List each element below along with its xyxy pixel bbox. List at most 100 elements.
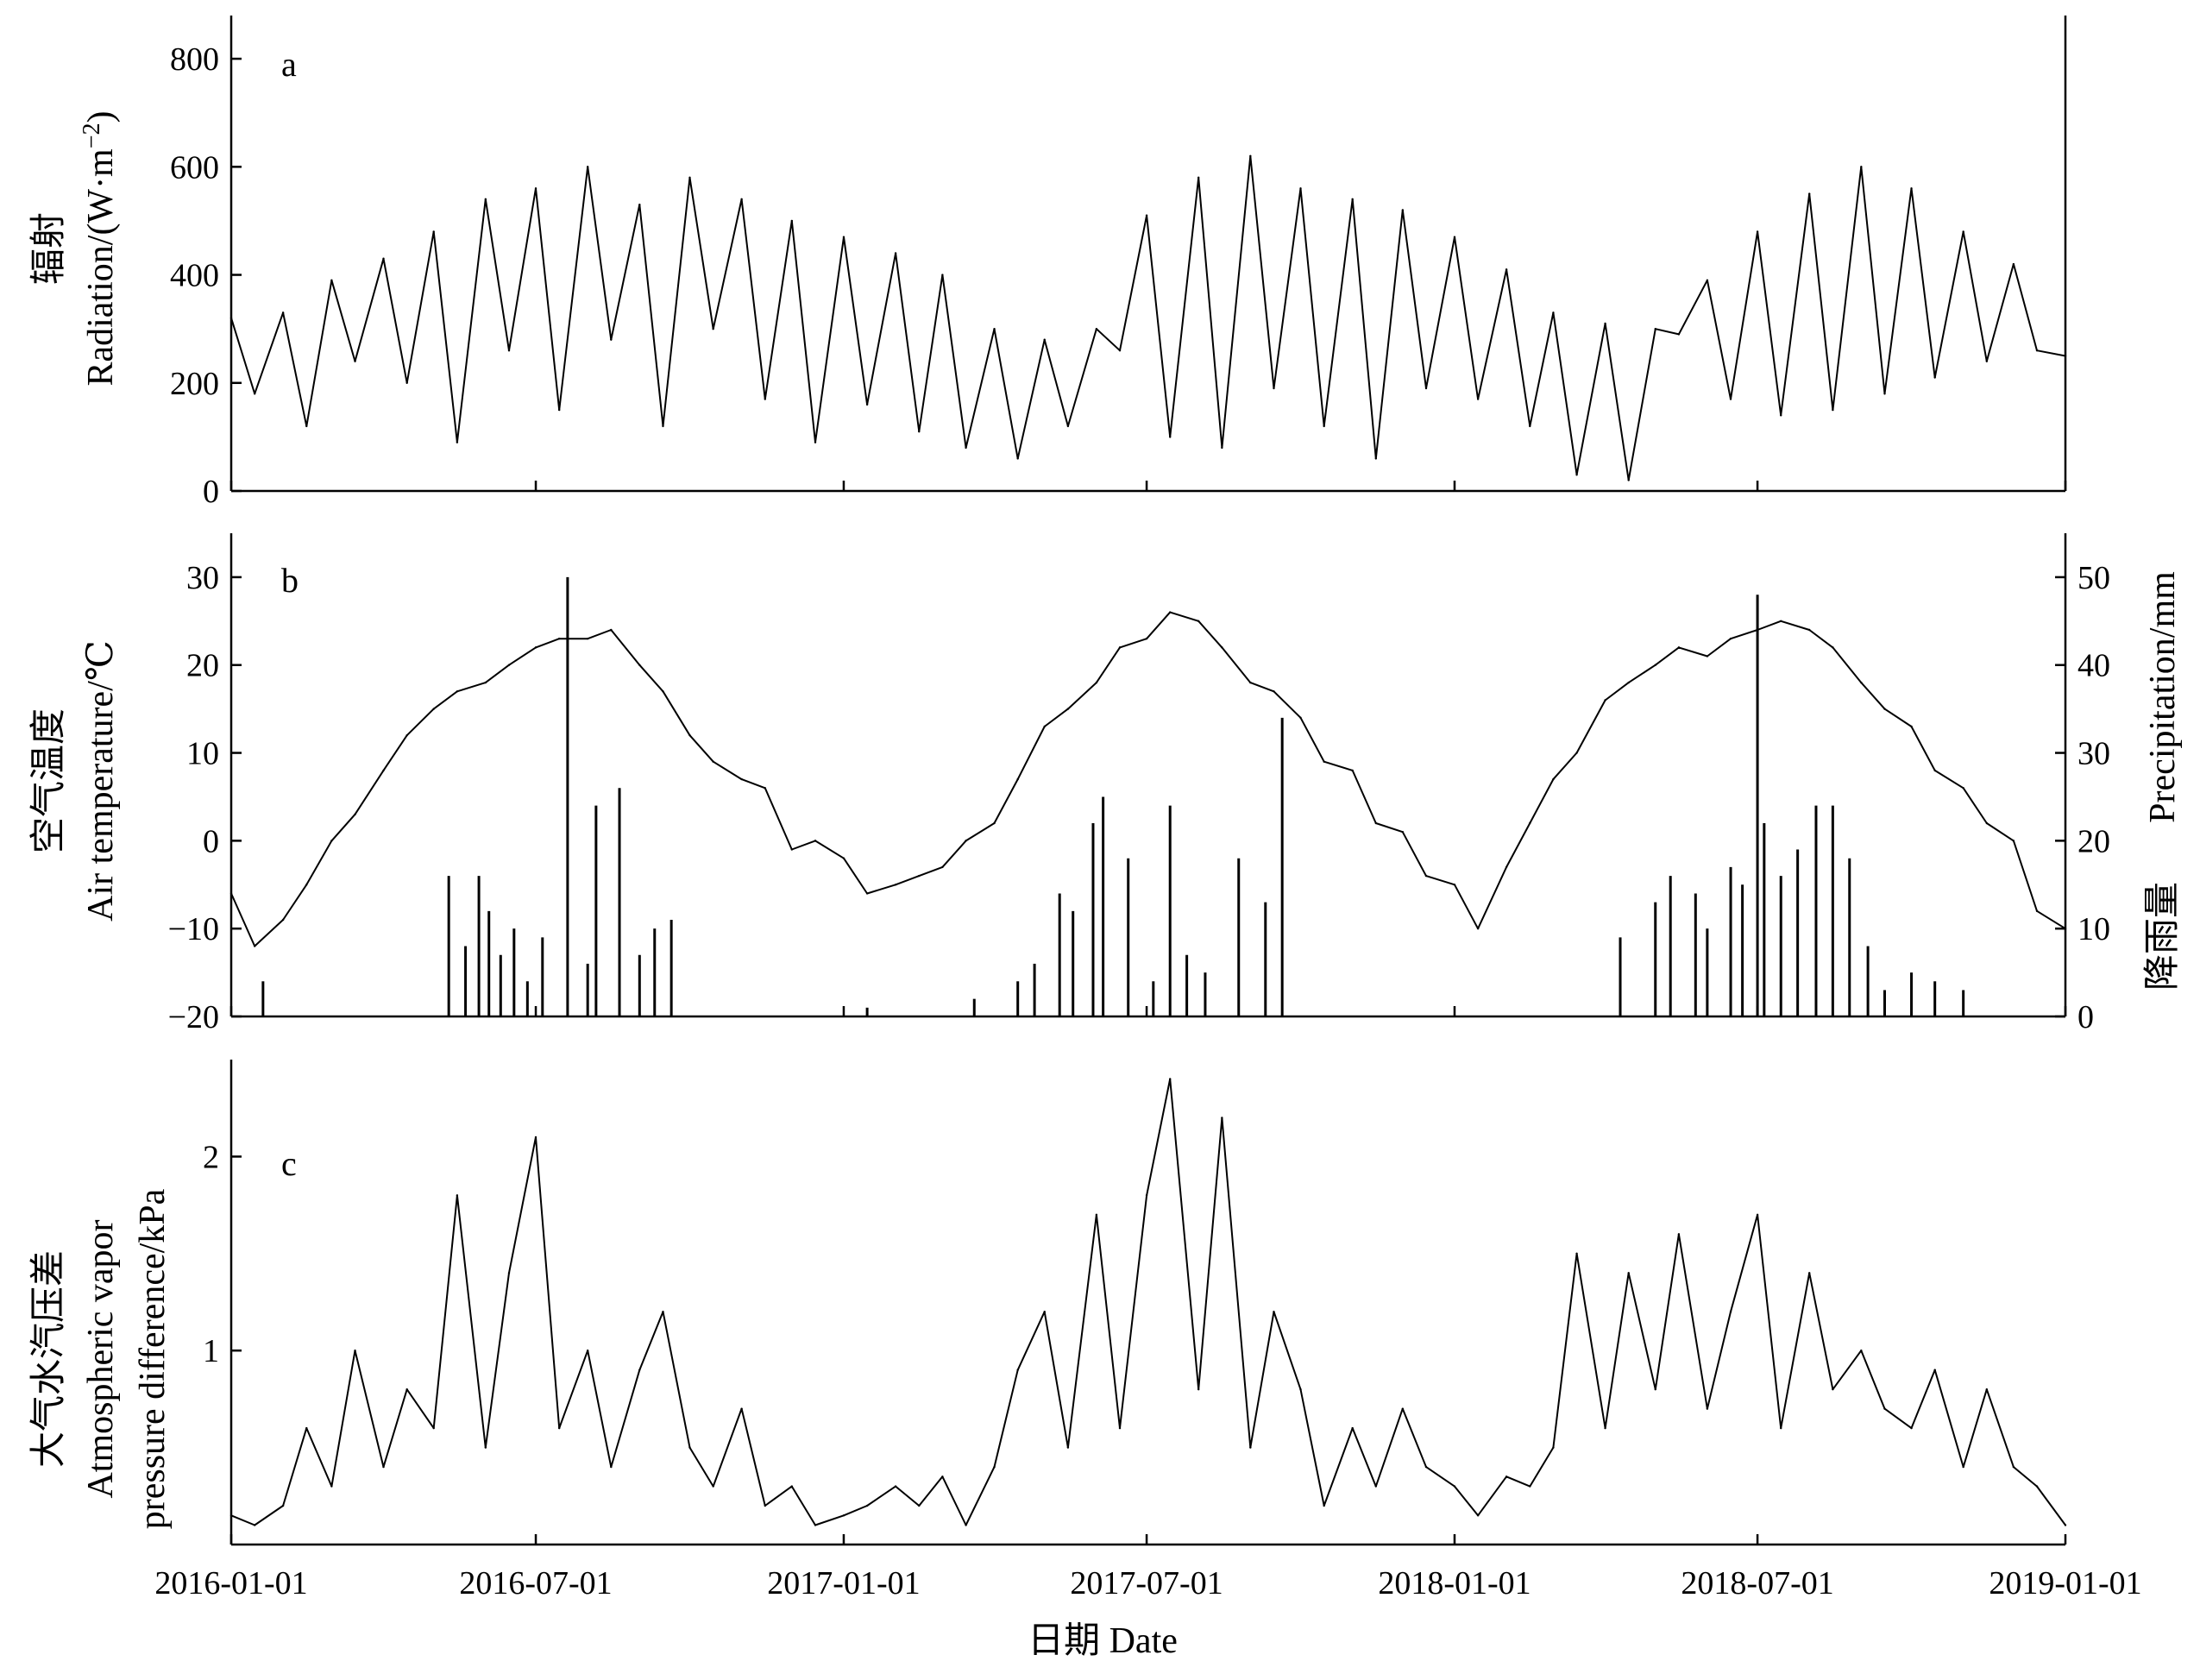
y-tick-label: −10 bbox=[168, 911, 219, 947]
data-point bbox=[354, 813, 356, 816]
data-point bbox=[1729, 398, 1732, 400]
panel-b-ylabel-cn: 空气温度 bbox=[28, 708, 69, 853]
data-point bbox=[1351, 198, 1354, 201]
data-point bbox=[814, 840, 817, 842]
data-point bbox=[586, 166, 589, 168]
data-point bbox=[918, 1504, 921, 1507]
data-point bbox=[638, 664, 641, 666]
panel-c-ylabel-cn: 大气水汽压差 bbox=[29, 1250, 69, 1468]
data-point bbox=[534, 187, 537, 190]
panel-a-ylabel-en-close: ) bbox=[81, 110, 121, 123]
data-point bbox=[1808, 192, 1811, 195]
data-point bbox=[1654, 327, 1656, 330]
data-point bbox=[688, 1446, 691, 1449]
data-point bbox=[484, 681, 487, 684]
data-point bbox=[1249, 154, 1252, 157]
data-point bbox=[1221, 646, 1223, 649]
data-point bbox=[1729, 637, 1732, 640]
y-tick-label: 30 bbox=[186, 560, 219, 596]
data-point bbox=[1323, 1504, 1325, 1507]
data-point bbox=[1529, 821, 1531, 825]
data-point bbox=[814, 441, 817, 444]
data-point bbox=[281, 918, 285, 922]
data-point bbox=[229, 1514, 233, 1517]
data-point bbox=[1299, 1387, 1302, 1391]
data-point bbox=[1575, 752, 1578, 754]
data-point bbox=[1424, 1465, 1428, 1469]
x-tick-label: 2019-01-01 bbox=[1989, 1565, 2141, 1601]
data-point bbox=[1985, 1387, 1989, 1391]
data-point bbox=[662, 1311, 664, 1313]
panel-a-letter: a bbox=[281, 45, 297, 84]
y2-tick-label: 0 bbox=[2077, 999, 2094, 1035]
data-point bbox=[1933, 1369, 1936, 1371]
panel-c-ylabel-en-2: pressure difference/kPa bbox=[133, 1188, 173, 1529]
data-point bbox=[1832, 1387, 1834, 1391]
data-point bbox=[894, 252, 897, 255]
data-point bbox=[1299, 716, 1302, 720]
data-point bbox=[1505, 268, 1508, 271]
data-point bbox=[1145, 637, 1148, 640]
data-point bbox=[638, 1369, 641, 1371]
data-point bbox=[1604, 1426, 1606, 1430]
data-point bbox=[764, 1504, 766, 1507]
data-point bbox=[281, 311, 285, 314]
data-point bbox=[586, 1350, 589, 1352]
data-point bbox=[1401, 1407, 1405, 1410]
data-point bbox=[354, 1350, 356, 1352]
data-point bbox=[1860, 681, 1863, 684]
data-point bbox=[993, 327, 996, 330]
data-point bbox=[1476, 927, 1480, 930]
data-point bbox=[305, 1426, 308, 1430]
data-point bbox=[507, 664, 511, 666]
data-point bbox=[1066, 1446, 1070, 1449]
data-point bbox=[1197, 1387, 1200, 1391]
data-point bbox=[1780, 414, 1782, 417]
data-point bbox=[842, 857, 845, 859]
data-point bbox=[1118, 349, 1122, 352]
data-point bbox=[1016, 457, 1019, 460]
panel-a-ylabel-en-sup: −2 bbox=[79, 123, 105, 148]
data-point bbox=[2012, 840, 2015, 842]
data-point bbox=[253, 945, 256, 947]
data-point bbox=[1221, 1117, 1223, 1119]
data-point bbox=[2064, 927, 2067, 930]
data-point bbox=[1575, 1252, 1578, 1255]
y-tick-label: 0 bbox=[203, 474, 219, 510]
y2-tick-label: 10 bbox=[2077, 911, 2110, 947]
data-point bbox=[1066, 708, 1070, 710]
panel-a-radiation: 0 200 400 600 800 a 辐射 Radiation/(W·m−2) bbox=[29, 16, 2067, 510]
panel-a-ylabel-en-main: Radiation/(W·m bbox=[81, 148, 121, 387]
data-point bbox=[557, 637, 561, 640]
data-point bbox=[1169, 1078, 1172, 1080]
data-point bbox=[1860, 1350, 1863, 1352]
panel-c-ylabel-en-1: Atmospheric vapor bbox=[81, 1219, 121, 1498]
data-point bbox=[432, 708, 435, 710]
data-point bbox=[1118, 646, 1122, 649]
data-point bbox=[688, 176, 691, 179]
panel-b-y2label-en: Precipitation/mm bbox=[2143, 571, 2183, 823]
series-line bbox=[230, 154, 2066, 481]
data-point bbox=[507, 349, 511, 352]
data-point bbox=[281, 1504, 285, 1507]
data-point bbox=[1808, 628, 1811, 632]
x-tick-label: 2018-07-01 bbox=[1681, 1565, 1833, 1601]
data-point bbox=[1627, 479, 1630, 481]
data-point bbox=[330, 279, 333, 282]
data-point bbox=[965, 1524, 967, 1526]
x-tick-label: 2017-01-01 bbox=[767, 1565, 920, 1601]
data-point bbox=[1401, 830, 1405, 834]
y-tick-label: 2 bbox=[203, 1139, 219, 1175]
data-point bbox=[610, 628, 613, 632]
data-point bbox=[1706, 279, 1709, 282]
y-tick-label: 800 bbox=[170, 41, 219, 78]
data-point bbox=[305, 425, 308, 428]
panel-b-ylabel-en: Air temperature/℃ bbox=[81, 640, 121, 922]
y-tick-label: 400 bbox=[170, 258, 219, 294]
data-point bbox=[1604, 322, 1606, 325]
data-point bbox=[1780, 620, 1782, 623]
data-point bbox=[1552, 777, 1555, 781]
data-point bbox=[2064, 1524, 2067, 1526]
data-point bbox=[1654, 1387, 1656, 1391]
data-point bbox=[993, 821, 996, 825]
